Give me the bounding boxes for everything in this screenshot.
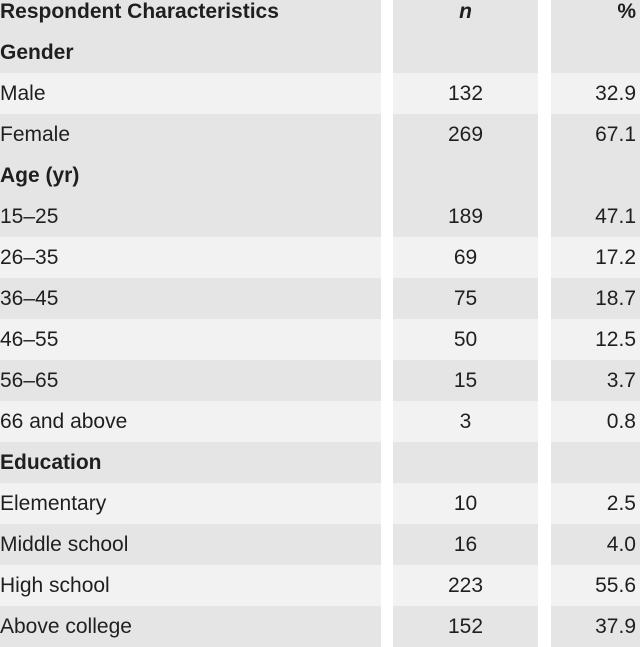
table-row: Above college 152 37.9: [0, 606, 640, 647]
row-n: 10: [393, 483, 538, 524]
row-percent: 12.5: [551, 319, 640, 360]
row-label: 15–25: [0, 196, 381, 237]
table-row: 56–65 15 3.7: [0, 360, 640, 401]
row-percent: 37.9: [551, 606, 640, 647]
row-n: 269: [393, 114, 538, 155]
row-label: 56–65: [0, 360, 381, 401]
row-n: [393, 155, 538, 196]
table-row: 66 and above 3 0.8: [0, 401, 640, 442]
header-n: n: [393, 0, 538, 32]
row-label: Male: [0, 73, 381, 114]
table-body: Gender Male 132 32.9 Female 269 67.1 Age (yr) 15…: [0, 32, 640, 647]
table-row: 26–35 69 17.2: [0, 237, 640, 278]
row-n: 132: [393, 73, 538, 114]
row-n: 152: [393, 606, 538, 647]
row-n: [393, 32, 538, 73]
row-n: 3: [393, 401, 538, 442]
row-percent: 0.8: [551, 401, 640, 442]
row-percent: 2.5: [551, 483, 640, 524]
row-n: 223: [393, 565, 538, 606]
table-row: Middle school 16 4.0: [0, 524, 640, 565]
table-row: Male 132 32.9: [0, 73, 640, 114]
row-percent: 55.6: [551, 565, 640, 606]
row-percent: 17.2: [551, 237, 640, 278]
row-label: High school: [0, 565, 381, 606]
row-percent: 4.0: [551, 524, 640, 565]
table-row: 36–45 75 18.7: [0, 278, 640, 319]
table-row: 15–25 189 47.1: [0, 196, 640, 237]
table-row: Female 269 67.1: [0, 114, 640, 155]
section-row: Gender: [0, 32, 640, 73]
section-row: Education: [0, 442, 640, 483]
row-n: 189: [393, 196, 538, 237]
header-characteristics: Respondent Characteristics: [0, 0, 381, 32]
row-percent: [551, 442, 640, 483]
row-percent: [551, 32, 640, 73]
row-percent: 18.7: [551, 278, 640, 319]
row-label: 46–55: [0, 319, 381, 360]
row-n: 16: [393, 524, 538, 565]
table-row: Elementary 10 2.5: [0, 483, 640, 524]
row-label: Gender: [0, 32, 381, 73]
header-percent: %: [551, 0, 640, 32]
table-row: 46–55 50 12.5: [0, 319, 640, 360]
row-n: 15: [393, 360, 538, 401]
row-n: 75: [393, 278, 538, 319]
row-percent: 47.1: [551, 196, 640, 237]
row-label: Age (yr): [0, 155, 381, 196]
row-label: Middle school: [0, 524, 381, 565]
table-header-row: Respondent Characteristics n %: [0, 0, 640, 32]
row-percent: 3.7: [551, 360, 640, 401]
row-n: 69: [393, 237, 538, 278]
row-label: 26–35: [0, 237, 381, 278]
row-label: 66 and above: [0, 401, 381, 442]
row-n: [393, 442, 538, 483]
table-row: High school 223 55.6: [0, 565, 640, 606]
row-label: Education: [0, 442, 381, 483]
row-percent: 32.9: [551, 73, 640, 114]
row-percent: [551, 155, 640, 196]
row-percent: 67.1: [551, 114, 640, 155]
row-label: Above college: [0, 606, 381, 647]
row-label: 36–45: [0, 278, 381, 319]
row-label: Elementary: [0, 483, 381, 524]
row-n: 50: [393, 319, 538, 360]
row-label: Female: [0, 114, 381, 155]
section-row: Age (yr): [0, 155, 640, 196]
